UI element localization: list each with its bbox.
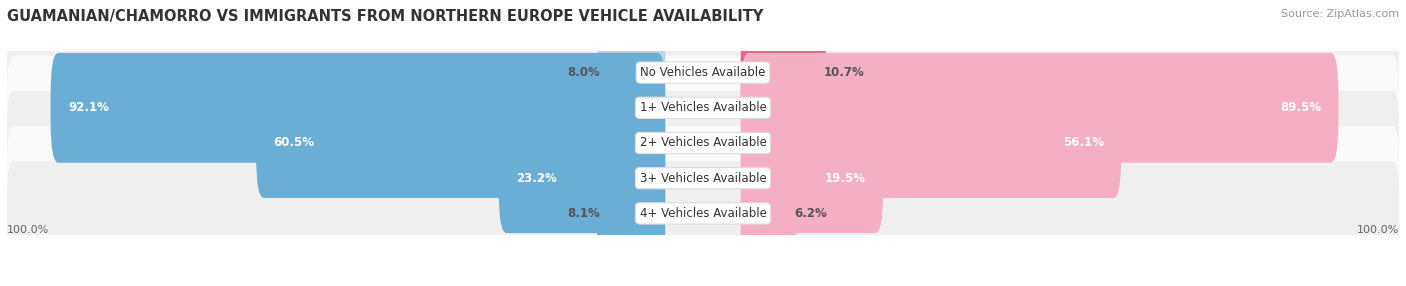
- Text: 19.5%: 19.5%: [824, 172, 866, 185]
- Text: GUAMANIAN/CHAMORRO VS IMMIGRANTS FROM NORTHERN EUROPE VEHICLE AVAILABILITY: GUAMANIAN/CHAMORRO VS IMMIGRANTS FROM NO…: [7, 9, 763, 23]
- Text: 92.1%: 92.1%: [67, 101, 110, 114]
- FancyBboxPatch shape: [741, 53, 1339, 163]
- FancyBboxPatch shape: [499, 123, 665, 233]
- Text: 100.0%: 100.0%: [1357, 225, 1399, 235]
- Text: Source: ZipAtlas.com: Source: ZipAtlas.com: [1281, 9, 1399, 19]
- FancyBboxPatch shape: [51, 53, 665, 163]
- Text: 100.0%: 100.0%: [7, 225, 49, 235]
- FancyBboxPatch shape: [741, 88, 1121, 198]
- Text: No Vehicles Available: No Vehicles Available: [640, 66, 766, 79]
- FancyBboxPatch shape: [7, 161, 1399, 265]
- Text: 1+ Vehicles Available: 1+ Vehicles Available: [640, 101, 766, 114]
- FancyBboxPatch shape: [598, 158, 665, 268]
- Text: 60.5%: 60.5%: [274, 136, 315, 150]
- FancyBboxPatch shape: [256, 88, 665, 198]
- FancyBboxPatch shape: [741, 123, 883, 233]
- FancyBboxPatch shape: [7, 126, 1399, 230]
- FancyBboxPatch shape: [7, 21, 1399, 125]
- Text: 10.7%: 10.7%: [824, 66, 865, 79]
- Text: 4+ Vehicles Available: 4+ Vehicles Available: [640, 207, 766, 220]
- Text: 3+ Vehicles Available: 3+ Vehicles Available: [640, 172, 766, 185]
- FancyBboxPatch shape: [7, 91, 1399, 195]
- Text: 2+ Vehicles Available: 2+ Vehicles Available: [640, 136, 766, 150]
- Text: 8.0%: 8.0%: [568, 66, 600, 79]
- Text: 56.1%: 56.1%: [1063, 136, 1104, 150]
- Text: 23.2%: 23.2%: [516, 172, 557, 185]
- FancyBboxPatch shape: [741, 158, 797, 268]
- FancyBboxPatch shape: [741, 18, 825, 128]
- Text: 8.1%: 8.1%: [567, 207, 599, 220]
- FancyBboxPatch shape: [598, 18, 665, 128]
- Text: 89.5%: 89.5%: [1279, 101, 1320, 114]
- Text: 6.2%: 6.2%: [794, 207, 827, 220]
- FancyBboxPatch shape: [7, 56, 1399, 160]
